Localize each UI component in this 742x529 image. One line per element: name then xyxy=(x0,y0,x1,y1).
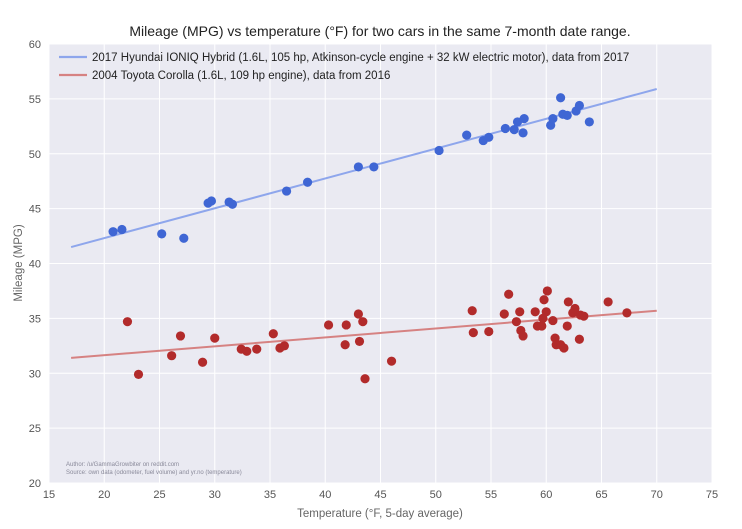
data-point-ioniq xyxy=(574,100,585,111)
x-tick-label: 40 xyxy=(319,489,331,501)
data-point-corolla xyxy=(358,317,368,327)
data-point-corolla xyxy=(252,344,262,354)
data-point-corolla xyxy=(603,297,613,307)
data-point-ioniq xyxy=(548,114,558,124)
data-point-corolla xyxy=(353,309,363,319)
tick-labels: 15 20 25 30 35 40 45 50 55 60 65 70 7520253035404550… xyxy=(29,39,718,501)
data-point-ioniq xyxy=(302,177,313,187)
x-tick-label: 20 xyxy=(98,489,110,501)
data-point-corolla xyxy=(579,311,589,321)
x-axis-label: Temperature (°F, 5-day average) xyxy=(297,508,463,520)
data-point-corolla xyxy=(167,351,177,361)
data-point-ioniq xyxy=(353,162,363,172)
data-point-corolla xyxy=(511,317,522,327)
grid xyxy=(48,43,713,484)
x-tick-label: 50 xyxy=(430,489,442,501)
data-point-ioniq xyxy=(462,130,472,140)
data-point-corolla xyxy=(340,340,350,350)
y-tick-label: 30 xyxy=(29,368,41,380)
x-tick-label: 15 xyxy=(43,489,55,501)
data-point-corolla xyxy=(197,357,208,367)
data-point-ioniq xyxy=(434,145,444,156)
y-axis-label: Mileage (MPG) xyxy=(13,224,25,301)
data-point-corolla xyxy=(386,356,397,366)
data-point-ioniq xyxy=(556,93,566,103)
legend: 2017 Hyundai IONIQ Hybrid (1.6L, 105 hp,… xyxy=(59,52,629,82)
data-point-ioniq xyxy=(562,110,572,120)
data-point-corolla xyxy=(279,341,289,351)
data-point-corolla xyxy=(354,336,365,347)
data-point-corolla xyxy=(484,326,494,337)
data-point-ioniq xyxy=(584,117,594,127)
trendline-corolla xyxy=(71,309,657,359)
data-point-ioniq xyxy=(484,132,494,142)
chart-title: Mileage (MPG) vs temperature (°F) for tw… xyxy=(129,23,630,39)
credit-source: Source: own data (odometer, fuel volume)… xyxy=(66,470,242,476)
data-point-corolla xyxy=(504,289,514,299)
data-point-corolla xyxy=(467,306,477,316)
data-point-corolla xyxy=(518,331,528,341)
data-point-corolla xyxy=(542,286,552,296)
data-point-corolla xyxy=(242,346,252,356)
x-tick-label: 55 xyxy=(485,489,497,501)
y-tick-label: 40 xyxy=(29,259,41,271)
data-point-corolla xyxy=(122,317,133,327)
data-point-corolla xyxy=(537,321,547,331)
data-point-ioniq xyxy=(206,196,217,206)
data-point-ioniq xyxy=(108,227,118,237)
data-point-corolla xyxy=(574,334,585,344)
data-point-ioniq xyxy=(157,229,167,239)
y-tick-label: 45 xyxy=(29,204,41,216)
data-point-corolla xyxy=(559,343,569,353)
x-tick-label: 70 xyxy=(651,489,663,501)
data-points xyxy=(108,93,632,384)
data-point-corolla xyxy=(541,307,551,317)
data-point-corolla xyxy=(210,333,220,343)
data-point-ioniq xyxy=(500,123,510,134)
x-tick-label: 35 xyxy=(264,489,276,501)
credit-author: Author: /u/GammaGrowbiter on reddit.com xyxy=(66,462,179,468)
data-point-ioniq xyxy=(509,125,519,135)
data-point-corolla xyxy=(175,331,186,341)
legend-label-ioniq: 2017 Hyundai IONIQ Hybrid (1.6L, 105 hp,… xyxy=(92,52,629,64)
data-point-corolla xyxy=(622,308,632,318)
data-point-corolla xyxy=(468,328,478,338)
data-point-corolla xyxy=(570,303,580,314)
data-point-corolla xyxy=(539,295,549,305)
x-tick-label: 25 xyxy=(153,489,165,501)
data-point-ioniq xyxy=(227,199,238,209)
data-point-corolla xyxy=(341,320,351,330)
data-point-ioniq xyxy=(179,233,189,243)
data-point-corolla xyxy=(530,307,540,317)
x-tick-label: 75 xyxy=(706,489,718,501)
data-point-ioniq xyxy=(518,128,528,138)
data-point-corolla xyxy=(133,369,144,379)
data-point-corolla xyxy=(268,329,278,339)
y-tick-label: 60 xyxy=(29,39,41,51)
credits: Author: /u/GammaGrowbiter on reddit.com … xyxy=(66,462,242,476)
data-point-ioniq xyxy=(117,224,127,235)
x-tick-label: 45 xyxy=(374,489,386,501)
data-point-ioniq xyxy=(281,186,292,196)
data-point-corolla xyxy=(562,321,572,331)
y-tick-label: 55 xyxy=(29,94,41,106)
data-point-corolla xyxy=(563,297,573,307)
x-tick-label: 65 xyxy=(595,489,607,501)
data-point-ioniq xyxy=(519,114,529,124)
data-point-corolla xyxy=(360,374,370,384)
data-point-corolla xyxy=(499,309,509,319)
legend-label-corolla: 2004 Toyota Corolla (1.6L, 109 hp engine… xyxy=(92,70,390,82)
y-tick-label: 50 xyxy=(29,149,41,161)
x-tick-label: 30 xyxy=(209,489,221,501)
data-point-corolla xyxy=(548,315,558,326)
y-tick-label: 35 xyxy=(29,313,41,325)
x-tick-label: 60 xyxy=(540,489,552,501)
data-point-ioniq xyxy=(369,162,379,172)
y-tick-label: 25 xyxy=(29,423,41,435)
data-point-corolla xyxy=(515,307,525,317)
y-tick-label: 20 xyxy=(29,478,41,490)
data-point-corolla xyxy=(323,320,334,330)
